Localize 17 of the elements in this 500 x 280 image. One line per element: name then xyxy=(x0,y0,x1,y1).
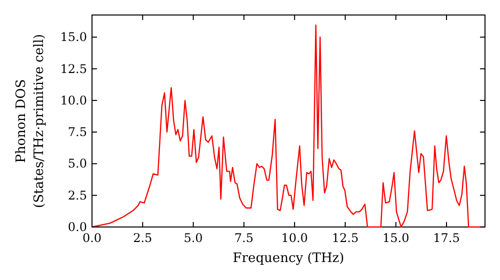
x-tick-label: 12.5 xyxy=(332,231,359,245)
x-tick-label: 5.0 xyxy=(184,231,203,245)
y-tick-label: 5.0 xyxy=(68,156,87,171)
y-tick-label: 10.0 xyxy=(60,93,87,108)
x-tick-label: 10.0 xyxy=(281,231,308,245)
y-tick-label: 0.0 xyxy=(68,220,87,234)
x-tick-label: 7.5 xyxy=(234,231,254,245)
y-tick-label: 15.0 xyxy=(60,30,87,44)
x-tick-label: 15.0 xyxy=(382,231,410,245)
x-tick-label: 17.5 xyxy=(433,231,460,245)
x-axis-title: Frequency (THz) xyxy=(232,251,344,266)
y-tick-label: 7.5 xyxy=(68,125,87,140)
y-axis-title: Phonon DOS (States/THz·primitive cell) xyxy=(14,34,47,208)
x-tick-label: 2.5 xyxy=(133,231,152,245)
y-tick-label: 2.5 xyxy=(68,188,87,202)
x-tick-label: 0.0 xyxy=(82,231,102,245)
y-tick-label: 12.5 xyxy=(60,62,87,76)
